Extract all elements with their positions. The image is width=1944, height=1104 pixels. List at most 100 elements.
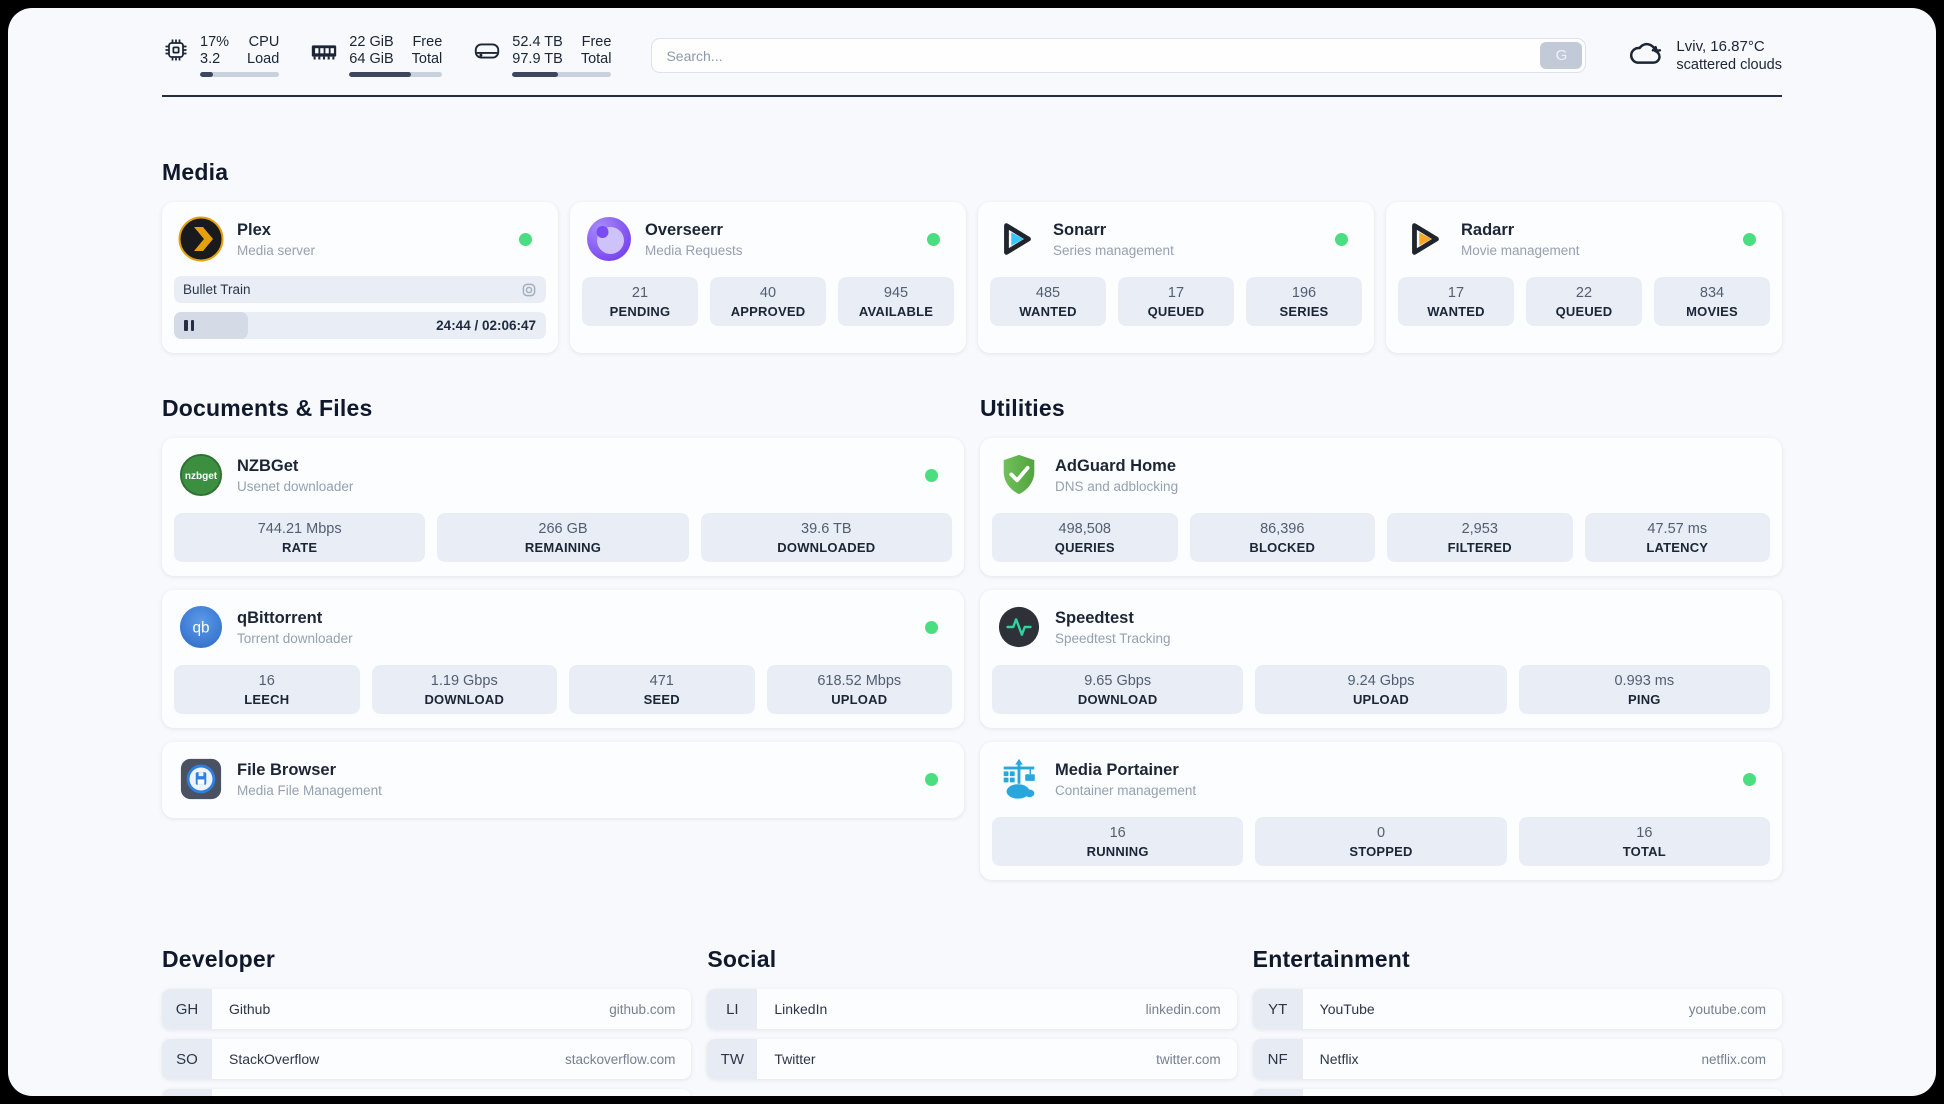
app-description: DNS and adblocking [1055,478,1179,494]
nzbget-icon: nzbget [178,452,224,498]
disk-icon [472,36,502,71]
stat-tile-running: 16 RUNNING [992,817,1244,866]
stat-label: PENDING [609,304,671,319]
app-name: NZBGet [237,456,299,475]
stat-label: APPROVED [730,304,806,319]
stat-label: QUERIES [1054,540,1115,555]
stat-tile-filtered: 2,953 FILTERED [1387,513,1573,562]
stat-label: DOWNLOAD [424,692,505,707]
stat-tile-wanted: 485 WANTED [990,277,1106,326]
cpu-usage-value: 17% [200,34,230,50]
stat-tile-download: 1.19 Gbps DOWNLOAD [371,665,557,714]
bookmark-abbr: YT [1252,989,1303,1029]
stat-tile-stopped: 0 STOPPED [1255,817,1507,866]
bookmark-abbr: DT [162,1089,212,1096]
now-playing-row: Bullet Train [174,276,546,303]
header: 17% CPU 3.2 Load 22 GiB Free 64 GiB [162,8,1782,77]
search-engine-button[interactable]: G [1540,42,1583,69]
cloud-icon [1626,37,1666,74]
app-name: Overseerr [645,220,723,239]
bookmark-abbr: NF [1252,1039,1303,1079]
bookmark-linkedin[interactable]: LI LinkedIn linkedin.com [707,989,1237,1029]
stat-tile-upload: 9.24 Gbps UPLOAD [1255,665,1507,714]
app-card-nzbget[interactable]: nzbget NZBGet Usenet downloader 744.21 M… [162,438,964,576]
app-card-radarr[interactable]: Radarr Movie management 17 WANTED 22 QUE… [1386,202,1782,353]
app-card-sonarr[interactable]: Sonarr Series management 485 WANTED 17 Q… [978,202,1374,353]
section-entertainment: Entertainment YT YouTube youtube.com NF … [1252,946,1782,1096]
memory-progress-fill [349,72,411,77]
search-input[interactable] [651,38,1587,73]
stat-tile-wanted: 17 WANTED [1398,277,1514,326]
weather-location-temp: Lviv, 16.87°C [1676,38,1765,55]
disk-stat: 52.4 TB Free 97.9 TB Total [472,34,612,77]
bookmark-name: Github [229,1001,271,1017]
speedtest-icon [996,604,1042,650]
stat-tile-rate: 744.21 Mbps RATE [174,513,426,562]
stat-label: STOPPED [1349,844,1413,859]
app-card-portainer[interactable]: Media Portainer Container management 16 … [980,742,1782,880]
memory-icon [309,36,339,71]
stat-value: 945 [883,285,909,301]
online-status-dot [1335,232,1348,246]
app-card-overseerr[interactable]: Overseerr Media Requests 21 PENDING 40 A… [570,202,966,353]
app-description: Usenet downloader [237,478,354,494]
online-status-dot [925,772,938,786]
dashboard-page: 17% CPU 3.2 Load 22 GiB Free 64 GiB [8,8,1936,1096]
stat-label: SEED [643,692,680,707]
stat-value: 498,508 [1058,521,1111,537]
online-status-dot [925,620,938,634]
stat-tile-download: 9.65 Gbps DOWNLOAD [992,665,1244,714]
stat-value: 22 [1575,285,1593,301]
app-description: Movie management [1461,242,1580,258]
stat-label: DOWNLOAD [1077,692,1158,707]
app-card-qbittorrent[interactable]: qb qBittorrent Torrent downloader 16 [162,590,964,728]
disk-total-label: Total [580,51,612,67]
app-card-plex[interactable]: Plex Media server Bullet Train [162,202,558,353]
bookmark-twitter[interactable]: TW Twitter twitter.com [707,1039,1237,1079]
app-description: Container management [1055,782,1197,798]
bookmark-reddit[interactable]: RE Reddit reddit.com [1252,1089,1782,1096]
stat-value: 0 [1376,825,1386,841]
bookmark-github[interactable]: GH Github github.com [162,989,692,1029]
bookmark-stackoverflow[interactable]: SO StackOverflow stackoverflow.com [162,1039,692,1079]
online-status-dot [925,468,938,482]
stat-value: 16 [258,673,275,689]
now-playing-type-icon [521,282,537,298]
app-name: File Browser [237,760,337,779]
stat-tile-downloaded: 39.6 TB DOWNLOADED [700,513,952,562]
disk-progress-bar [512,72,612,77]
app-description: Media File Management [237,782,382,798]
playback-time: 24:44 / 02:06:47 [436,318,536,333]
stat-value: 40 [759,285,777,301]
section-media: Media Plex Media server [162,159,1782,353]
stat-tile-leech: 16 LEECH [174,665,360,714]
system-stats: 17% CPU 3.2 Load 22 GiB Free 64 GiB [162,34,612,77]
disk-free-value: 52.4 TB [512,34,563,50]
qbittorrent-icon: qb [178,604,224,650]
online-status-dot [519,232,532,246]
stat-value: 485 [1035,285,1061,301]
bookmark-dev[interactable]: DT DEV dev.to [162,1089,692,1096]
bookmark-youtube[interactable]: YT YouTube youtube.com [1252,989,1782,1029]
stat-label: LATENCY [1646,540,1709,555]
section-title-developer: Developer [162,946,276,972]
portainer-icon [996,756,1042,802]
app-card-filebrowser[interactable]: File Browser Media File Management [162,742,964,818]
stat-value: 21 [631,285,649,301]
plex-icon [178,216,224,262]
stat-label: SERIES [1279,304,1329,319]
section-title-entertainment: Entertainment [1252,946,1410,972]
bookmark-abbr: LI [707,989,758,1029]
stat-tile-latency: 47.57 ms LATENCY [1584,513,1770,562]
app-card-speedtest[interactable]: Speedtest Speedtest Tracking 9.65 Gbps D… [980,590,1782,728]
bookmark-url: github.com [609,1001,676,1017]
app-card-adguard[interactable]: AdGuard Home DNS and adblocking 498,508 … [980,438,1782,576]
bookmark-netflix[interactable]: NF Netflix netflix.com [1252,1039,1782,1079]
memory-stat: 22 GiB Free 64 GiB Total [309,34,443,77]
section-title-social: Social [707,946,777,972]
section-title-media: Media [162,159,229,185]
stat-value: 9.24 Gbps [1347,673,1415,689]
stat-value: 16 [1636,825,1653,841]
pause-icon[interactable] [184,320,194,331]
stat-tile-pending: 21 PENDING [582,277,698,326]
